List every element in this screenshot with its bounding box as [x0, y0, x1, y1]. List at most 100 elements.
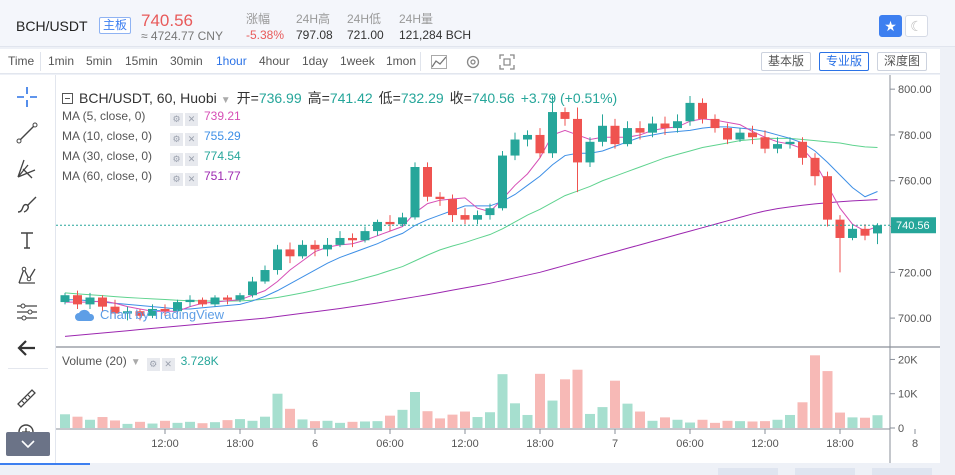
- candle-body: [835, 219, 845, 238]
- price-tick-label: 800.00: [898, 84, 932, 96]
- candle-body: [460, 215, 470, 220]
- low-value: 732.29: [400, 90, 444, 106]
- interval-1hour[interactable]: 1hour: [216, 54, 247, 68]
- board-tag: 主板: [99, 17, 132, 34]
- pattern-icon[interactable]: [12, 262, 42, 290]
- view-pro-button[interactable]: 专业版: [819, 52, 870, 71]
- volume-tick-label: 10K: [898, 389, 918, 401]
- chart-area[interactable]: 800.00780.00760.00740.00720.00700.0020K1…: [56, 75, 940, 463]
- brush-icon[interactable]: [12, 190, 42, 218]
- settings-icon[interactable]: ⚙: [170, 133, 183, 146]
- back-arrow-icon[interactable]: [12, 334, 42, 362]
- volume-bar: [672, 419, 683, 428]
- open-label: 开=: [236, 90, 259, 106]
- interval-5min[interactable]: 5min: [86, 54, 113, 68]
- volume-bar: [635, 411, 645, 428]
- chevron-down-icon[interactable]: ▼: [220, 95, 231, 106]
- volume-bar: [685, 422, 695, 428]
- interval-1mon[interactable]: 1mon: [386, 54, 417, 68]
- low-label: 低=: [378, 90, 401, 106]
- candle-body: [573, 118, 582, 163]
- volume-bar: [185, 421, 195, 428]
- ma-label[interactable]: MA (10, close, 0): [62, 129, 153, 143]
- crosshair-icon[interactable]: [12, 83, 42, 111]
- ma-value: 751.77: [204, 169, 241, 183]
- settings-icon[interactable]: ⚙: [170, 153, 183, 166]
- divider: [8, 368, 48, 369]
- view-basic-button[interactable]: 基本版: [761, 52, 812, 71]
- price-chart[interactable]: 800.00780.00760.00740.00720.00700.0020K1…: [56, 75, 940, 463]
- candle-body: [323, 244, 332, 250]
- tradingview-watermark[interactable]: Chart by TradingView: [74, 307, 224, 322]
- chevron-down-icon[interactable]: ▼: [130, 357, 141, 368]
- volume-bar: [722, 420, 733, 428]
- ma-label[interactable]: MA (60, close, 0): [62, 169, 153, 183]
- time-tick-label: 8: [912, 438, 918, 450]
- close-icon[interactable]: ✕: [185, 173, 198, 186]
- volume-bar: [160, 420, 170, 428]
- stat-24h-high: 24H高 797.08: [296, 12, 333, 44]
- candle-body: [273, 249, 282, 271]
- pitchfork-icon[interactable]: [12, 154, 42, 182]
- candle-body: [173, 302, 182, 312]
- close-icon[interactable]: ✕: [185, 153, 198, 166]
- interval-4hour[interactable]: 4hour: [259, 54, 290, 68]
- bottom-tab[interactable]: [795, 468, 855, 475]
- symbol-label[interactable]: BCH/USDT, 60, Huobi: [79, 90, 217, 106]
- volume-bar: [210, 422, 220, 428]
- bottom-tab[interactable]: [718, 468, 778, 475]
- volume-bar: [585, 413, 595, 428]
- line-chart-icon[interactable]: [428, 52, 450, 71]
- ma-label[interactable]: MA (30, close, 0): [62, 149, 153, 163]
- high-value: 741.42: [329, 90, 373, 106]
- cny-price: ≈ 4724.77 CNY: [141, 29, 223, 43]
- close-icon[interactable]: ✕: [161, 358, 175, 371]
- trend-line-icon[interactable]: [12, 119, 42, 147]
- candle-body: [160, 308, 170, 312]
- volume-tick-label: 20K: [898, 354, 918, 366]
- ohlc-legend: BCH/USDT, 60, Huobi ▼ 开=736.99 高=741.42 低=73…: [62, 88, 617, 108]
- view-depth-button[interactable]: 深度图: [877, 52, 928, 71]
- interval-15min[interactable]: 15min: [125, 54, 158, 68]
- text-icon[interactable]: [12, 226, 42, 254]
- bottom-tab[interactable]: [872, 468, 932, 475]
- ma-label[interactable]: MA (5, close, 0): [62, 109, 146, 123]
- legend-collapse-icon[interactable]: [62, 93, 73, 104]
- candle-body: [310, 244, 320, 250]
- candle-body: [73, 295, 82, 305]
- volume-bar: [335, 422, 345, 428]
- interval-1day[interactable]: 1day: [302, 54, 329, 68]
- volume-bar: [147, 423, 158, 428]
- volume-bar: [360, 421, 370, 428]
- candle-body: [685, 102, 695, 122]
- ruler-icon[interactable]: [12, 384, 42, 412]
- fullscreen-icon[interactable]: [496, 52, 518, 71]
- stat-value: -5.38%: [246, 28, 285, 42]
- settings-icon[interactable]: ⚙: [170, 173, 183, 186]
- interval-1week[interactable]: 1week: [340, 54, 375, 68]
- collapse-icon[interactable]: [6, 432, 50, 456]
- moon-icon[interactable]: ☾: [905, 15, 928, 37]
- interval-30min[interactable]: 30min: [170, 54, 203, 68]
- candle-body: [585, 141, 595, 163]
- close-icon[interactable]: ✕: [185, 113, 198, 126]
- settings-icon[interactable]: ⚙: [146, 358, 160, 371]
- volume-label[interactable]: Volume (20): [62, 354, 127, 368]
- close-icon[interactable]: ✕: [185, 133, 198, 146]
- candle-body: [785, 141, 795, 145]
- interval-1min[interactable]: 1min: [48, 54, 75, 68]
- volume-bar: [847, 417, 858, 428]
- star-icon[interactable]: ★: [879, 15, 902, 37]
- volume-bar: [285, 408, 295, 428]
- pair-name[interactable]: BCH/USDT: [16, 18, 88, 34]
- time-tick-label: 18:00: [526, 438, 554, 450]
- candle-body: [85, 297, 95, 305]
- settings-icon[interactable]: ⚙: [170, 113, 183, 126]
- candle-body: [610, 125, 620, 145]
- volume-bar: [510, 403, 520, 428]
- settings-icon[interactable]: [462, 52, 484, 71]
- measure-icon[interactable]: [12, 298, 42, 326]
- volume-bar: [372, 421, 383, 428]
- ma5-legend: MA (5, close, 0) ⚙ ✕ 739.21: [62, 108, 241, 126]
- ma10-legend: MA (10, close, 0) ⚙ ✕ 755.29: [62, 128, 241, 146]
